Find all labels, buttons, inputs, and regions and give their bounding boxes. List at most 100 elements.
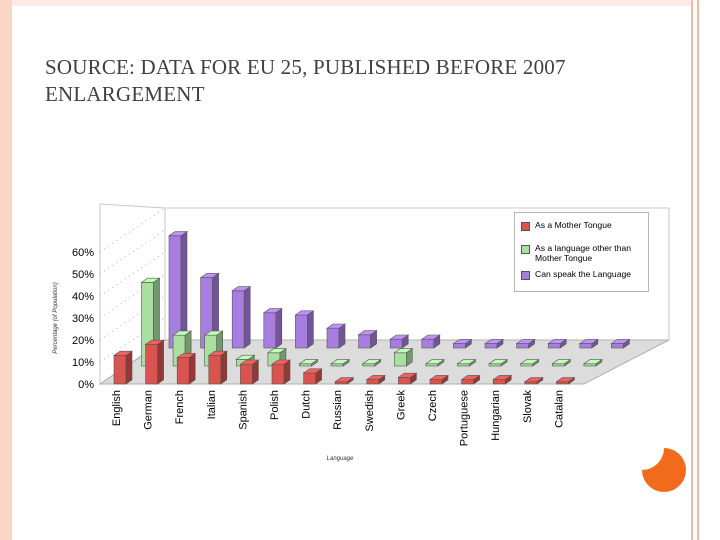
bar-front-face — [145, 344, 158, 385]
bar-front-face — [579, 343, 593, 349]
bar — [203, 330, 224, 367]
bar-front-face — [295, 314, 308, 349]
bar-top-face — [492, 375, 513, 380]
bar-front-face — [113, 355, 127, 385]
bar-front-face — [398, 377, 411, 385]
bar-top-face — [610, 339, 631, 344]
bar-front-face — [583, 363, 597, 367]
bar — [231, 286, 252, 349]
bar — [610, 338, 631, 349]
bar-front-face — [334, 381, 348, 385]
bar-top-face — [424, 359, 445, 365]
bar — [393, 348, 414, 367]
bar — [239, 359, 260, 385]
bar — [262, 308, 283, 349]
bar-side-face — [188, 352, 196, 385]
bar-top-face — [334, 377, 355, 383]
bar-top-face — [429, 375, 449, 380]
bar — [113, 350, 133, 385]
bar — [523, 377, 544, 385]
bar-top-face — [484, 339, 504, 344]
legend-swatch-other-language — [521, 245, 530, 254]
bar-top-face — [397, 372, 418, 378]
bar-front-face — [358, 334, 371, 349]
bar-top-face — [239, 359, 260, 365]
bar — [207, 350, 228, 385]
legend-item-mother-tongue: As a Mother Tongue — [521, 220, 645, 231]
bar-top-face — [326, 323, 346, 329]
bar-top-face — [231, 286, 252, 292]
bar-front-face — [299, 363, 312, 367]
bar-top-face — [393, 348, 414, 354]
bar-top-face — [357, 330, 378, 336]
bar-front-face — [393, 352, 407, 367]
bar-front-face — [263, 312, 277, 349]
y-axis-title: Percentage (of Population) — [53, 282, 59, 353]
bar-top-face — [302, 368, 323, 374]
x-tick-label: Polish — [269, 390, 281, 420]
bar-front-face — [208, 355, 222, 385]
bar-top-face — [365, 375, 386, 380]
bar — [460, 374, 481, 385]
bar-top-face — [389, 334, 410, 340]
bar-top-face — [294, 310, 315, 316]
bar-front-face — [461, 379, 474, 385]
bar-top-face — [262, 308, 283, 314]
chart-axes: 0% 10% 20% 30% 40% 50% 60% English German French I… — [53, 247, 565, 462]
legend-item-can-speak: Can speak the Language — [521, 269, 645, 280]
slide-frame-left — [0, 0, 12, 540]
bar-front-face — [547, 343, 561, 349]
x-tick-label: Swedish — [364, 390, 376, 432]
bar — [551, 359, 572, 367]
y-tick-label: 40% — [72, 291, 94, 303]
bar — [397, 372, 418, 385]
bar-front-face — [457, 363, 470, 367]
bar — [555, 377, 576, 385]
bar-top-face — [361, 359, 382, 365]
bar-top-face — [330, 359, 351, 365]
bar-top-face — [460, 375, 481, 380]
y-tick-label: 10% — [72, 357, 94, 369]
bar-side-face — [243, 286, 251, 349]
bar-front-face — [524, 381, 538, 385]
bar-top-face — [235, 354, 256, 360]
bar — [484, 338, 504, 349]
bar — [456, 359, 477, 367]
bar-top-face — [551, 359, 572, 365]
bar-front-face — [611, 343, 624, 349]
x-tick-label: Russian — [332, 390, 344, 430]
bar — [424, 359, 445, 367]
bar — [389, 334, 410, 349]
bar-side-face — [157, 339, 164, 385]
bar-top-face — [452, 339, 473, 344]
slide-frame-right-line — [691, 0, 693, 540]
bar-front-face — [484, 343, 498, 349]
x-tick-label: Dutch — [301, 390, 313, 419]
bar — [492, 374, 513, 385]
x-tick-label: English — [111, 390, 123, 426]
bar-front-face — [362, 363, 376, 367]
bar-front-face — [231, 290, 245, 349]
bar — [488, 359, 509, 367]
bar — [294, 310, 315, 349]
bar — [365, 374, 386, 385]
bar — [168, 231, 188, 349]
bar-front-face — [520, 363, 534, 367]
bar-side-face — [125, 350, 133, 385]
bar — [547, 338, 568, 349]
bar — [429, 374, 449, 385]
bar — [302, 368, 323, 385]
bar — [578, 338, 599, 349]
x-tick-label: Spanish — [237, 390, 249, 430]
y-tick-label: 60% — [72, 247, 94, 259]
bar-top-face — [547, 339, 568, 344]
legend-label-other-language: As a language other than Mother Tongue — [535, 243, 632, 263]
bar-top-face — [456, 359, 477, 365]
x-tick-label: Portuguese — [459, 390, 471, 446]
bar-front-face — [176, 357, 190, 385]
slide-frame-right-line-inner — [697, 0, 699, 540]
bar-front-face — [421, 338, 435, 349]
bar — [144, 339, 165, 385]
legend-label-mother-tongue: As a Mother Tongue — [535, 220, 612, 230]
